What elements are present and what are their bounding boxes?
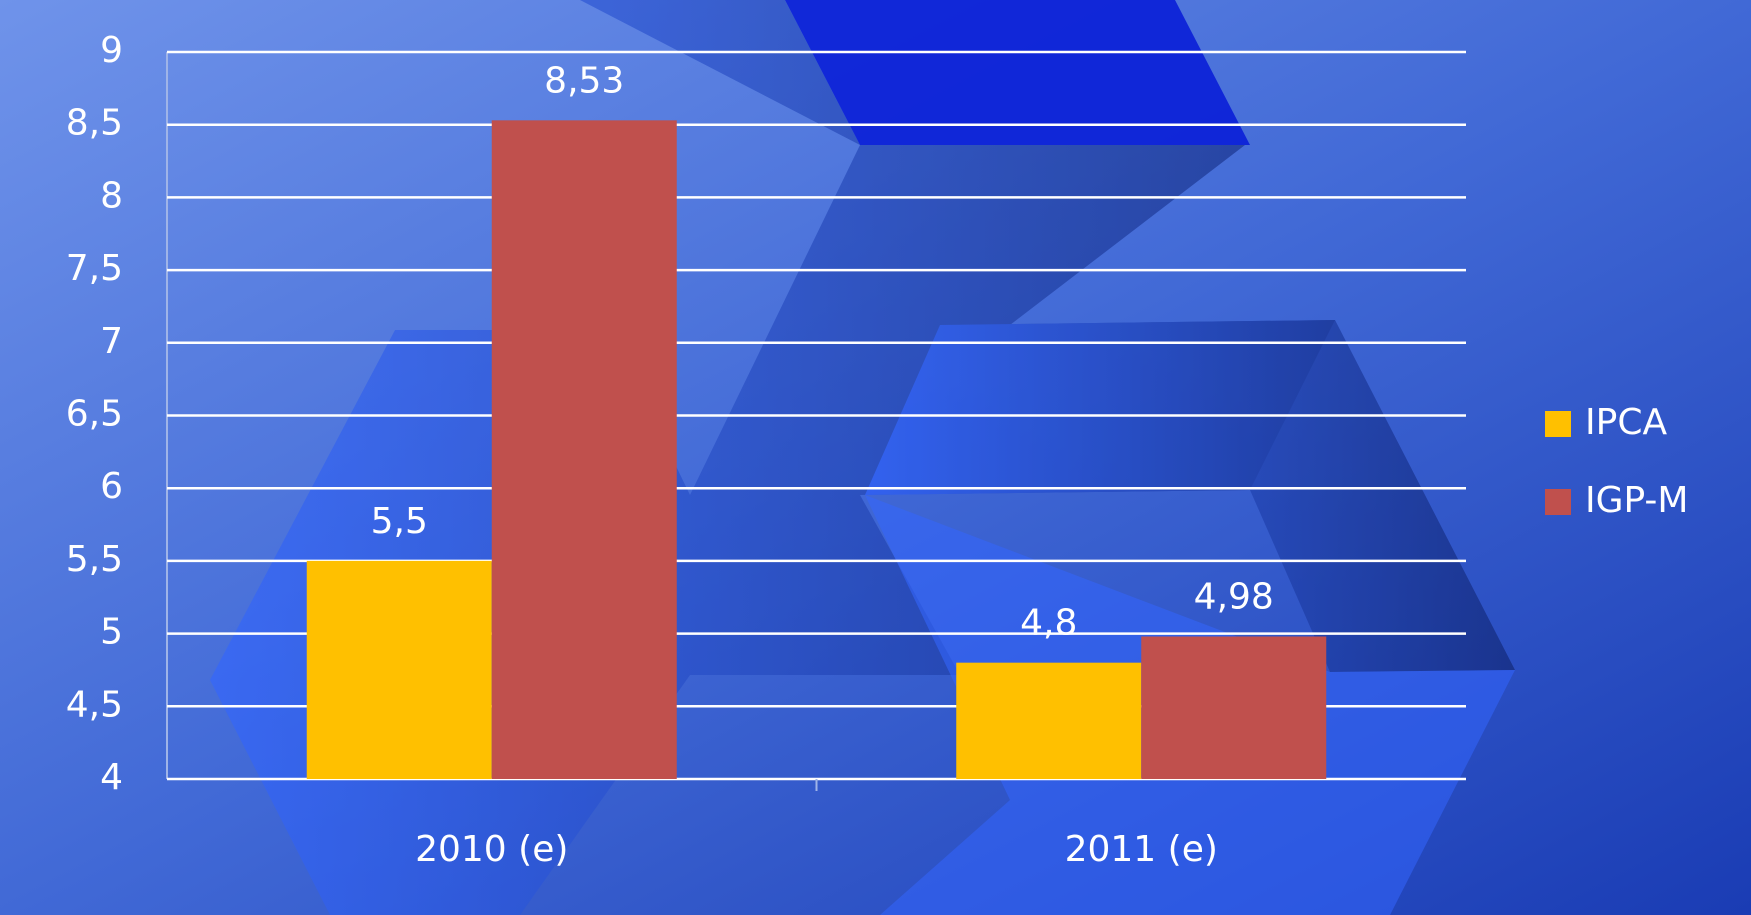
legend-label: IPCA — [1585, 402, 1667, 443]
legend-label: IGP-M — [1585, 480, 1688, 521]
y-tick-label: 5 — [100, 612, 123, 653]
chart: 4 4,5 5 5,5 6 6,5 7 7,5 8 8,5 9 2010 (e) 5,5 8,53 2011… — [0, 0, 1751, 915]
data-label: 8,53 — [544, 60, 624, 101]
y-tick-label: 4 — [100, 757, 123, 798]
y-tick-label: 7 — [100, 321, 123, 362]
legend-swatch — [1545, 411, 1571, 437]
data-label: 5,5 — [371, 501, 428, 542]
bar — [492, 120, 677, 779]
y-tick-label: 9 — [100, 30, 123, 71]
y-tick-label: 6,5 — [66, 394, 123, 435]
legend-swatch — [1545, 489, 1571, 515]
y-tick-label: 5,5 — [66, 539, 123, 580]
y-tick-label: 4,5 — [66, 684, 123, 725]
data-label: 4,98 — [1194, 577, 1274, 618]
data-label: 4,8 — [1020, 603, 1077, 644]
y-tick-label: 8,5 — [66, 103, 123, 144]
bar — [307, 561, 492, 779]
y-tick-label: 8 — [100, 175, 123, 216]
bar — [956, 663, 1141, 779]
x-tick-label: 2010 (e) — [415, 829, 568, 870]
y-tick-label: 7,5 — [66, 248, 123, 289]
y-tick-label: 6 — [100, 466, 123, 507]
bar — [1141, 637, 1326, 779]
x-tick-label: 2011 (e) — [1065, 829, 1218, 870]
